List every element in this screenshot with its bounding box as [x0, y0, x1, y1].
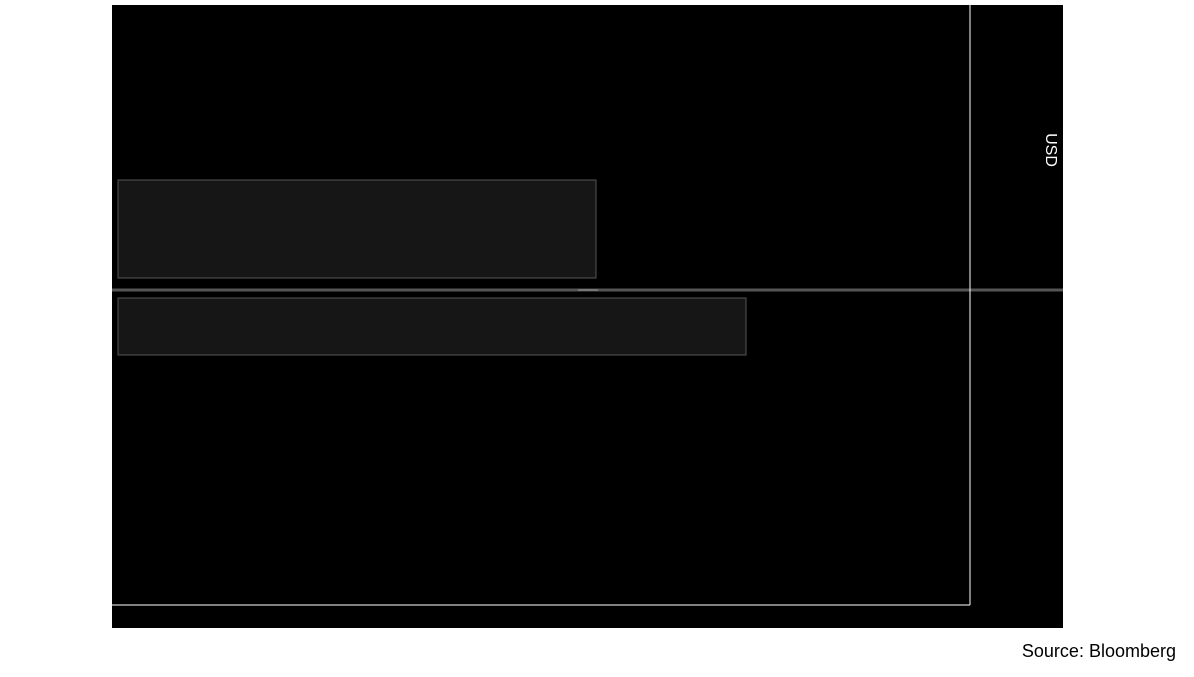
- legend-box: [117, 297, 747, 356]
- source: Source: Bloomberg: [1022, 641, 1176, 661]
- legend-box: [117, 179, 597, 279]
- y-axis-title: USD: [1042, 133, 1059, 167]
